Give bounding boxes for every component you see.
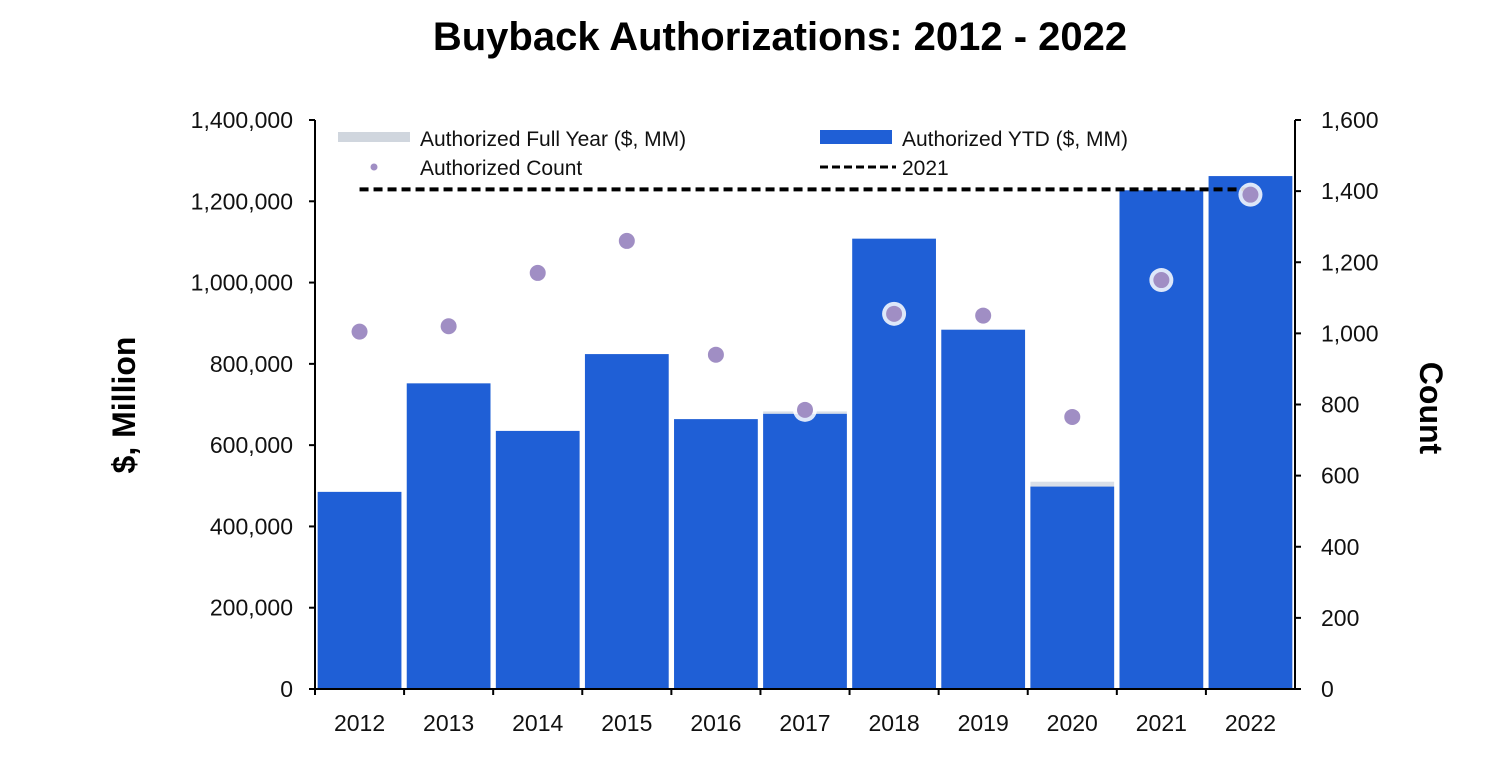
x-tick-label: 2021 [1136, 710, 1187, 736]
ytd-bar-2021 [1119, 190, 1204, 690]
y-tick-label-right: 200 [1321, 605, 1359, 631]
ytd-bar-2014 [495, 430, 580, 689]
ytd-bar-2012 [317, 491, 402, 689]
count-point-2022 [1242, 186, 1259, 203]
count-point-2014 [529, 264, 546, 281]
y-tick-label-right: 800 [1321, 392, 1359, 418]
y-tick-label-left: 800,000 [210, 351, 293, 377]
y-tick-label-right: 600 [1321, 463, 1359, 489]
count-point-2015 [618, 232, 635, 249]
y-tick-label-left: 1,000,000 [191, 270, 293, 296]
ytd-bar-2022 [1208, 176, 1293, 689]
count-point-2021 [1153, 272, 1170, 289]
count-point-2012 [351, 323, 368, 340]
x-tick-label: 2012 [334, 710, 385, 736]
plot-area: 0 200,000 400,000 600,000 800,000 1,000,000 1,… [191, 107, 1379, 736]
y-tick-label-left: 1,200,000 [191, 188, 293, 214]
count-point-2016 [707, 346, 724, 363]
y-tick-label-left: 600,000 [210, 432, 293, 458]
x-tick-label: 2016 [690, 710, 741, 736]
count-point-2018 [886, 305, 903, 322]
legend: Authorized Full Year ($, MM) Authorized Y… [338, 128, 1128, 180]
x-tick-label: 2017 [779, 710, 830, 736]
x-tick-label: 2014 [512, 710, 563, 736]
y-axis-title-right: Count [1413, 362, 1449, 455]
legend-label: 2021 [902, 157, 949, 180]
x-tick-label: 2013 [423, 710, 474, 736]
ytd-bar-2015 [584, 354, 669, 689]
legend-swatch-ytd [820, 130, 892, 144]
y-tick-label-left: 1,400,000 [191, 107, 293, 133]
legend-label: Authorized YTD ($, MM) [902, 128, 1128, 151]
y-tick-label-left: 0 [280, 676, 293, 702]
y-axis-title-left: $, Million [106, 337, 142, 474]
x-tick-label: 2020 [1047, 710, 1098, 736]
y-tick-label-right: 1,600 [1321, 107, 1379, 133]
ytd-bar-2016 [674, 419, 758, 689]
y-tick-label-left: 200,000 [210, 595, 293, 621]
x-tick-label: 2022 [1225, 710, 1276, 736]
x-tick-label: 2019 [958, 710, 1009, 736]
count-point-2013 [440, 318, 457, 335]
x-tick-label: 2015 [601, 710, 652, 736]
ytd-bar-2020 [1030, 486, 1115, 689]
y-tick-label-right: 1,000 [1321, 320, 1379, 346]
y-tick-label-right: 1,200 [1321, 249, 1379, 275]
ytd-bar-2013 [406, 383, 491, 689]
y-tick-label-right: 400 [1321, 534, 1359, 560]
legend-swatch-full-year [338, 132, 410, 142]
y-tick-label-right: 0 [1321, 676, 1334, 702]
count-point-2017 [797, 401, 813, 418]
legend-label: Authorized Full Year ($, MM) [420, 128, 686, 151]
legend-swatch-count [370, 163, 378, 171]
y-tick-label-right: 1,400 [1321, 178, 1379, 204]
ytd-bar-2017 [763, 413, 847, 689]
y-tick-label-left: 400,000 [210, 513, 293, 539]
chart-title: Buyback Authorizations: 2012 - 2022 [433, 15, 1127, 59]
count-point-2020 [1064, 408, 1081, 425]
ytd-bar-2019 [941, 329, 1026, 689]
x-tick-label: 2018 [869, 710, 920, 736]
legend-label: Authorized Count [420, 157, 582, 180]
count-point-2019 [975, 307, 992, 324]
